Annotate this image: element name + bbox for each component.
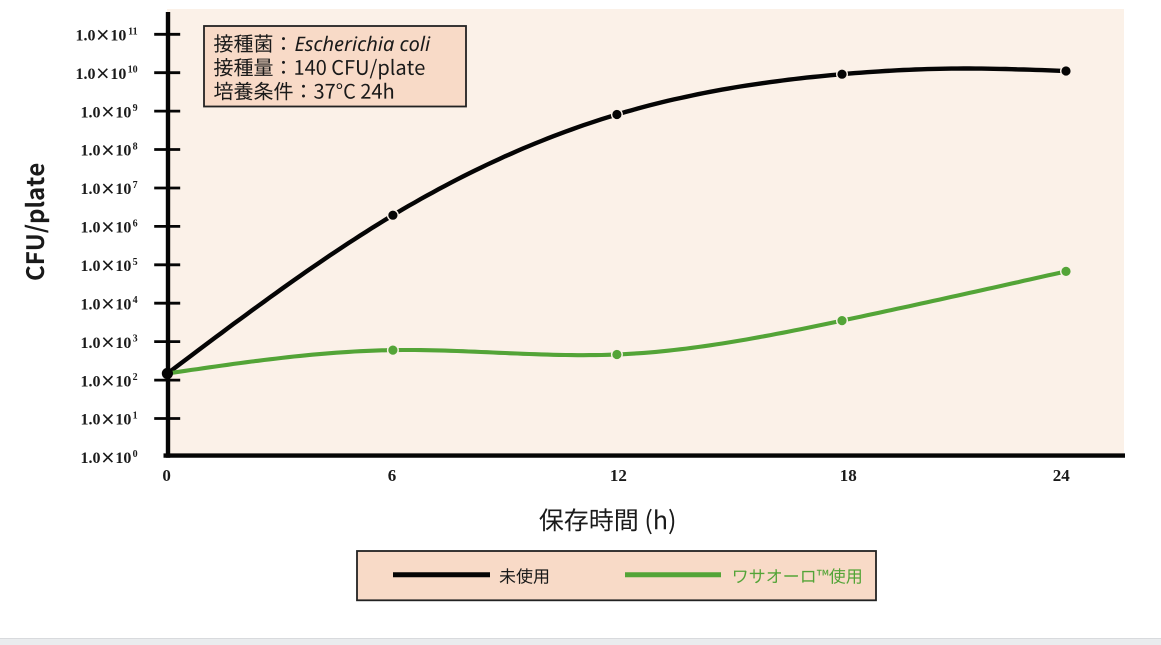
svg-text:1.0: 1.0 [81,181,101,198]
svg-text:10: 10 [115,296,131,313]
svg-text:1.0: 1.0 [76,66,96,83]
svg-text:1.0: 1.0 [81,258,101,275]
svg-text:2: 2 [133,372,138,383]
svg-text:5: 5 [133,257,138,268]
svg-text:1: 1 [133,411,138,422]
svg-text:3: 3 [133,334,138,345]
svg-text:10: 10 [115,143,131,160]
svg-text:1.0: 1.0 [81,412,101,429]
svg-text:10: 10 [110,66,126,83]
svg-text:10: 10 [115,373,131,390]
svg-text:10: 10 [115,412,131,429]
svg-text:6: 6 [388,466,397,485]
svg-text:10: 10 [128,65,138,76]
svg-text:1.0: 1.0 [81,450,101,467]
svg-text:18: 18 [840,466,857,485]
svg-text:10: 10 [115,220,131,237]
svg-text:8: 8 [133,142,138,153]
svg-text:7: 7 [133,180,138,191]
svg-text:1.0: 1.0 [76,28,96,45]
svg-text:6: 6 [133,218,138,229]
svg-text:4: 4 [133,295,138,306]
svg-text:10: 10 [115,258,131,275]
svg-text:10: 10 [115,450,131,467]
svg-text:1.0: 1.0 [81,373,101,390]
svg-text:24: 24 [1053,466,1071,485]
svg-text:12: 12 [610,466,627,485]
svg-text:9: 9 [133,103,138,114]
svg-text:10: 10 [115,335,131,352]
svg-text:0: 0 [162,466,171,485]
svg-text:10: 10 [115,181,131,198]
svg-text:11: 11 [128,26,137,37]
svg-text:1.0: 1.0 [81,296,101,313]
svg-text:1.0: 1.0 [81,335,101,352]
svg-text:1.0: 1.0 [81,143,101,160]
svg-text:10: 10 [110,28,126,45]
svg-text:0: 0 [133,449,138,460]
svg-text:1.0: 1.0 [81,220,101,237]
svg-text:1.0: 1.0 [81,104,101,121]
svg-text:10: 10 [115,104,131,121]
